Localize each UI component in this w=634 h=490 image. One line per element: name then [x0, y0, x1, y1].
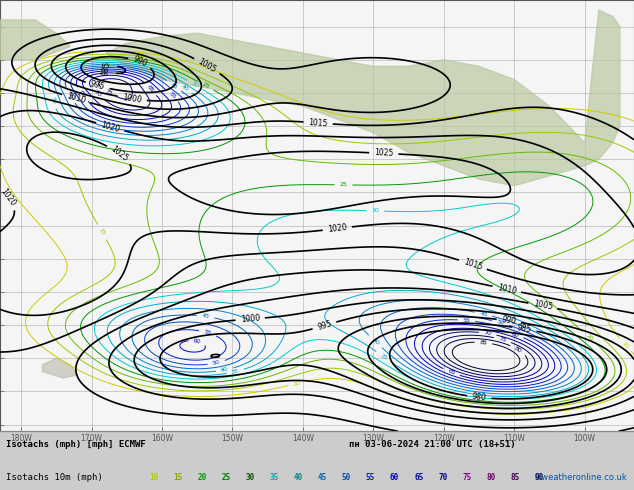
- Text: 65: 65: [146, 84, 155, 93]
- Text: 20: 20: [585, 333, 594, 342]
- Text: 70: 70: [483, 330, 492, 337]
- Text: 40: 40: [294, 472, 303, 482]
- Text: 55: 55: [204, 329, 212, 336]
- Text: 75: 75: [498, 336, 507, 343]
- Text: 1000: 1000: [240, 314, 260, 324]
- Text: 1010: 1010: [66, 92, 87, 106]
- Text: 50: 50: [496, 319, 505, 326]
- Text: 55: 55: [167, 91, 177, 99]
- Text: 85: 85: [479, 340, 488, 345]
- Text: 45: 45: [318, 472, 327, 482]
- Polygon shape: [106, 10, 620, 186]
- Text: 35: 35: [378, 352, 388, 361]
- Text: 35: 35: [231, 368, 240, 375]
- Text: Isotachs 10m (mph): Isotachs 10m (mph): [6, 472, 103, 482]
- Text: 15: 15: [98, 227, 106, 237]
- Text: 10: 10: [469, 112, 477, 118]
- Text: ©weatheronline.co.uk: ©weatheronline.co.uk: [534, 472, 628, 482]
- Text: 20: 20: [197, 472, 207, 482]
- Text: 90: 90: [534, 472, 544, 482]
- Text: 40: 40: [180, 84, 190, 93]
- Text: 40: 40: [221, 367, 229, 373]
- Text: 55: 55: [366, 472, 375, 482]
- Text: 1005: 1005: [197, 57, 217, 74]
- Text: 80: 80: [486, 472, 496, 482]
- Text: 60: 60: [390, 472, 399, 482]
- Text: пн 03-06-2024 21:00 UTC (18+51): пн 03-06-2024 21:00 UTC (18+51): [349, 440, 515, 449]
- Polygon shape: [0, 20, 70, 60]
- Text: 40: 40: [371, 337, 380, 346]
- Text: 75: 75: [103, 88, 113, 97]
- Text: 30: 30: [372, 208, 379, 214]
- Text: 60: 60: [193, 338, 202, 345]
- Text: 985: 985: [517, 323, 533, 335]
- Text: 1005: 1005: [533, 299, 553, 312]
- Text: 990: 990: [131, 55, 148, 69]
- Text: 30: 30: [245, 472, 255, 482]
- Text: 65: 65: [447, 368, 456, 376]
- Text: 60: 60: [79, 90, 87, 99]
- Text: 60: 60: [511, 331, 520, 338]
- Text: 980: 980: [472, 392, 487, 403]
- Text: 55: 55: [462, 318, 470, 323]
- Text: 10: 10: [292, 380, 301, 387]
- Text: 1025: 1025: [109, 145, 130, 164]
- Text: 15: 15: [173, 472, 183, 482]
- Text: 1010: 1010: [496, 283, 517, 295]
- Text: 10: 10: [621, 340, 630, 349]
- Text: 985: 985: [100, 61, 112, 76]
- Text: 80: 80: [514, 345, 522, 354]
- Text: 70: 70: [438, 472, 448, 482]
- Text: 70: 70: [93, 89, 102, 98]
- Text: 995: 995: [89, 80, 106, 92]
- Text: 995: 995: [316, 319, 333, 332]
- Text: 1000: 1000: [122, 93, 143, 104]
- Text: 25: 25: [201, 82, 210, 90]
- Text: 10: 10: [149, 472, 158, 482]
- Text: 1020: 1020: [327, 223, 347, 234]
- Polygon shape: [42, 358, 77, 378]
- Text: 50: 50: [212, 360, 221, 366]
- Text: 990: 990: [501, 316, 517, 326]
- Text: 25: 25: [340, 182, 347, 188]
- Text: 75: 75: [462, 472, 472, 482]
- Text: 30: 30: [190, 81, 199, 89]
- Text: 50: 50: [342, 472, 351, 482]
- Text: 85: 85: [510, 472, 520, 482]
- Text: 65: 65: [414, 472, 424, 482]
- Text: 45: 45: [202, 314, 210, 319]
- Text: 25: 25: [221, 472, 231, 482]
- Text: 1020: 1020: [100, 120, 120, 134]
- Text: 45: 45: [169, 81, 179, 90]
- Text: Isotachs (mph) [mph] ECMWF: Isotachs (mph) [mph] ECMWF: [6, 440, 146, 449]
- Text: 35: 35: [269, 472, 279, 482]
- Text: 50: 50: [67, 91, 75, 100]
- Text: 45: 45: [479, 311, 488, 318]
- Text: 1015: 1015: [462, 257, 483, 272]
- Text: 1015: 1015: [308, 118, 328, 128]
- Text: 35: 35: [49, 96, 56, 105]
- Text: 1020: 1020: [0, 187, 17, 208]
- Text: 1025: 1025: [374, 148, 394, 158]
